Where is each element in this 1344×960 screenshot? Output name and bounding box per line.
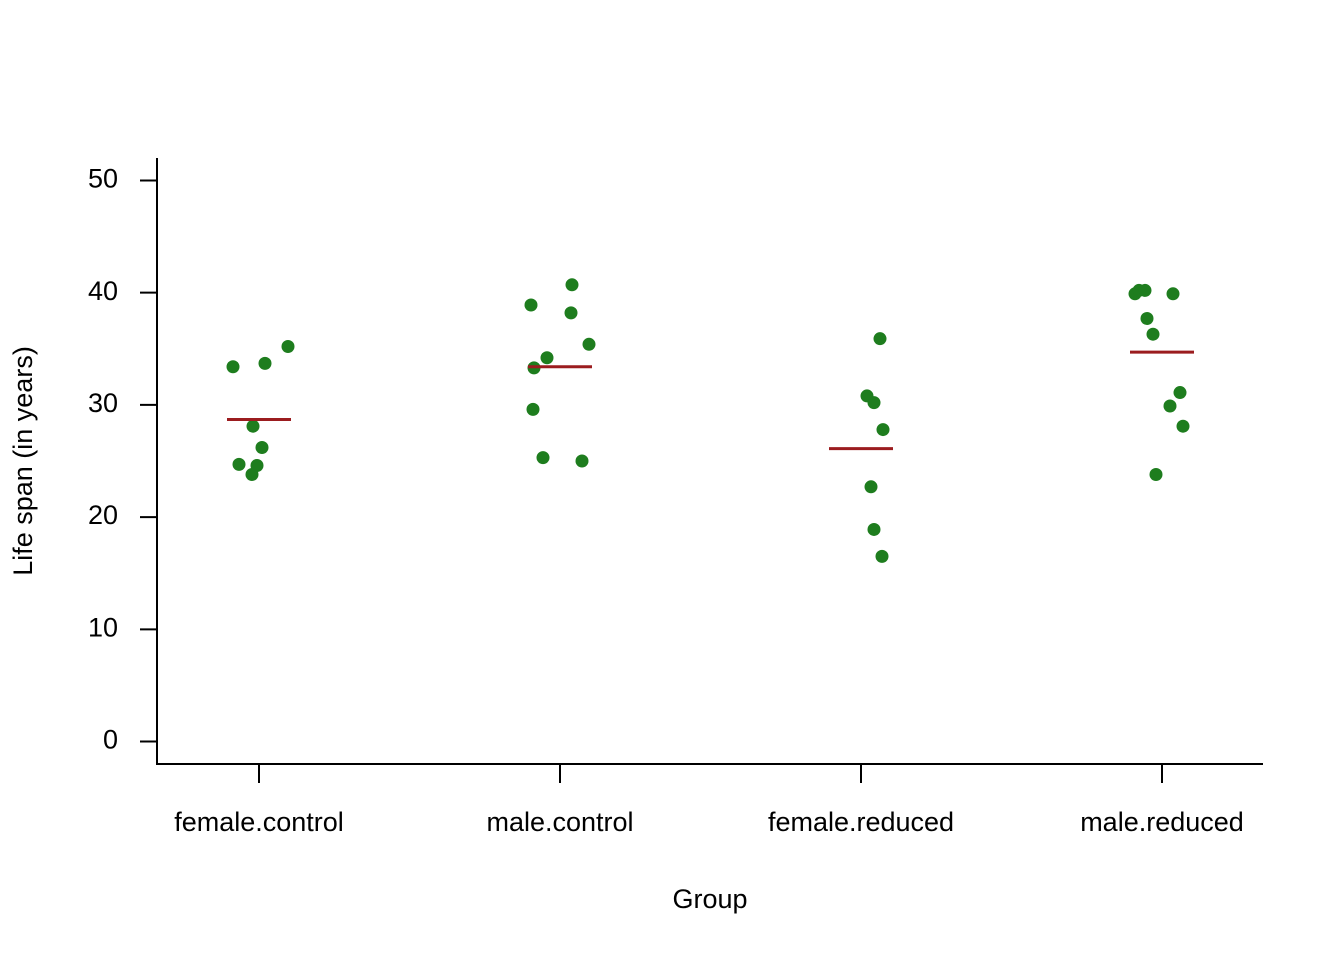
point [1176, 419, 1190, 433]
y-tick-label: 30 [88, 388, 118, 418]
point [255, 441, 269, 455]
y-axis-label: Life span (in years) [8, 346, 38, 576]
point [232, 457, 246, 471]
point [867, 522, 881, 536]
point [1173, 386, 1187, 400]
x-tick-label: male.control [486, 807, 633, 837]
point [876, 423, 890, 437]
point [245, 467, 259, 481]
point [575, 454, 589, 468]
point [875, 549, 889, 563]
point [1146, 327, 1160, 341]
y-tick-label: 10 [88, 612, 118, 642]
point [1138, 283, 1152, 297]
axes [156, 158, 1263, 765]
point [565, 278, 579, 292]
x-tick-label: female.reduced [768, 807, 954, 837]
point [1166, 287, 1180, 301]
y-tick-label: 50 [88, 164, 118, 194]
point [540, 351, 554, 365]
point [582, 337, 596, 351]
point [526, 402, 540, 416]
point [1163, 399, 1177, 413]
point [873, 332, 887, 346]
point [867, 396, 881, 410]
point [1140, 311, 1154, 325]
point [1149, 467, 1163, 481]
point [864, 480, 878, 494]
point [281, 340, 295, 354]
point [258, 356, 272, 370]
point [226, 360, 240, 374]
x-tick-label: male.reduced [1080, 807, 1244, 837]
y-tick-label: 20 [88, 500, 118, 530]
x-axis-label: Group [672, 884, 747, 914]
point [246, 419, 260, 433]
point [564, 306, 578, 320]
point [524, 298, 538, 312]
x-tick-label: female.control [174, 807, 344, 837]
point [536, 451, 550, 465]
y-tick-label: 0 [103, 725, 118, 755]
y-tick-label: 40 [88, 276, 118, 306]
